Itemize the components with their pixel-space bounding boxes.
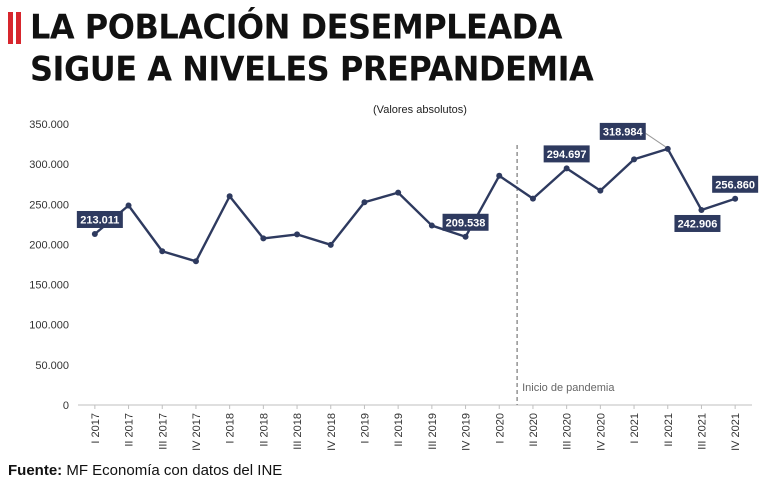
x-tick-label: II 2019 [393, 413, 405, 447]
data-point [597, 187, 604, 194]
data-point [496, 172, 503, 179]
data-label-text: 242.906 [678, 218, 718, 230]
data-label-leader [645, 132, 667, 148]
x-tick-label: II 2018 [258, 413, 270, 447]
chart-subtitle: (Valores absolutos) [373, 104, 467, 116]
data-label-text: 213.011 [80, 214, 119, 226]
x-tick-label: III 2017 [157, 413, 169, 450]
x-tick-label: IV 2020 [595, 413, 607, 451]
page-title-line-1: LA POBLACIÓN DESEMPLEADA [30, 7, 562, 47]
series-line [94, 147, 736, 263]
x-tick-label: I 2021 [629, 413, 641, 444]
x-tick-label: III 2020 [562, 413, 574, 450]
x-tick-label: III 2018 [292, 413, 304, 450]
data-point [631, 156, 638, 163]
x-tick-label: III 2019 [427, 413, 439, 450]
x-tick-label: I 2017 [90, 413, 102, 444]
data-label-text: 256.860 [715, 179, 755, 191]
x-tick-label: IV 2021 [730, 413, 742, 451]
data-point [563, 165, 570, 172]
y-tick-label: 50.000 [35, 360, 69, 372]
y-tick-label: 150.000 [29, 280, 69, 292]
data-label-text: 294.697 [547, 149, 587, 161]
x-tick-label: I 2019 [359, 413, 371, 444]
y-tick-label: 250.000 [29, 199, 69, 211]
y-tick-label: 0 [63, 400, 69, 412]
data-point [159, 248, 166, 255]
data-point [192, 258, 199, 265]
data-point [327, 241, 334, 248]
x-tick-label: IV 2018 [326, 413, 338, 451]
x-tick-label: IV 2017 [191, 413, 203, 451]
x-tick-label: IV 2019 [461, 413, 473, 451]
data-point [529, 195, 536, 202]
x-tick-label: I 2018 [225, 413, 237, 444]
data-point [428, 222, 435, 229]
data-label-box [442, 213, 489, 231]
title-accent-bars [8, 12, 24, 44]
data-label-text: 209.538 [446, 217, 486, 229]
data-point [395, 189, 402, 196]
data-label-box [674, 214, 721, 232]
data-label-box [599, 122, 646, 140]
data-point [462, 233, 469, 240]
source-text: MF Economía con datos del INE [66, 462, 283, 479]
data-point [732, 195, 739, 202]
data-label-box [712, 175, 759, 193]
data-point [698, 206, 705, 213]
x-tick-label: III 2021 [696, 413, 708, 450]
source-note: Fuente: MF Economía con datos del INE [8, 462, 282, 479]
data-label-text: 318.984 [603, 126, 644, 138]
data-point [260, 235, 267, 242]
x-tick-label: II 2017 [124, 413, 136, 447]
data-label-box [76, 210, 123, 228]
y-tick-label: 100.000 [29, 320, 69, 332]
line-chart: (Valores absolutos) 0 50.000 100.000 150.00… [29, 104, 759, 451]
data-point [294, 231, 301, 238]
y-tick-label: 200.000 [29, 239, 69, 251]
data-point [125, 202, 132, 209]
data-point [91, 230, 98, 237]
x-tick-label: I 2020 [494, 413, 506, 444]
pandemic-annotation-label: Inicio de pandemia [522, 382, 615, 394]
data-point [226, 193, 233, 200]
source-label: Fuente: [8, 462, 63, 479]
x-tick-label: II 2021 [663, 413, 675, 447]
y-tick-label: 350.000 [29, 119, 69, 131]
data-point [361, 199, 368, 206]
data-point [664, 145, 671, 152]
page-title-line-2: SIGUE A NIVELES PREPANDEMIA [30, 49, 594, 89]
x-tick-label: II 2020 [528, 413, 540, 447]
y-tick-label: 300.000 [29, 159, 69, 171]
data-label-box [543, 145, 590, 163]
